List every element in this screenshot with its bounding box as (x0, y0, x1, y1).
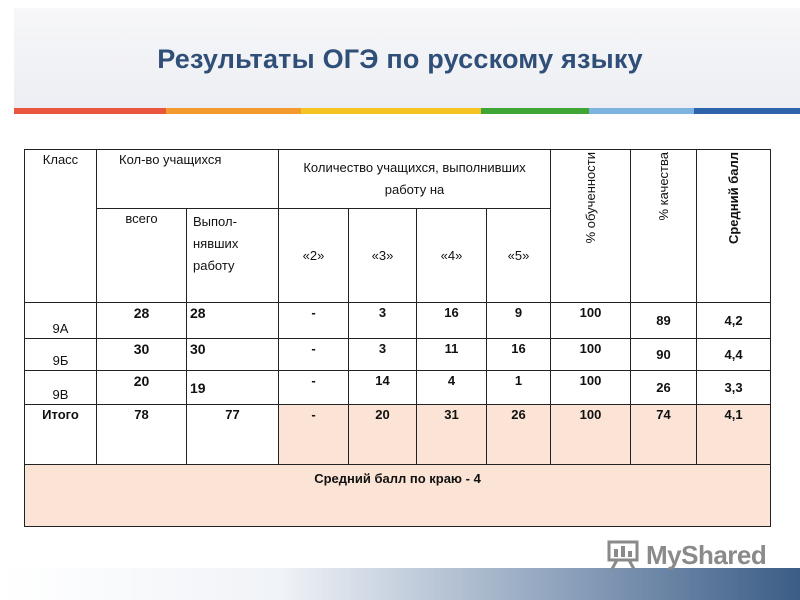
header-grade-2: «2» (278, 208, 350, 303)
results-table: Класс Кол-во учащихся Количество учащихс… (23, 149, 772, 527)
cell-grade-3: 14 (348, 370, 418, 405)
cell-grade-5: 1 (486, 370, 552, 405)
cell-total: 28 (96, 302, 187, 339)
stripe-segment-blue (694, 108, 800, 114)
footer-note: Средний балл по краю - 4 (23, 464, 772, 527)
logo: MyShared (606, 539, 767, 570)
cell-completed: 77 (185, 404, 280, 465)
cell-avg-score: 4,1 (696, 404, 772, 465)
cell-grade-3: 3 (348, 338, 418, 371)
stripe-segment-lightblue (589, 108, 694, 114)
cell-class: 9Б (24, 338, 97, 371)
cell-pct-learning: 100 (550, 338, 632, 371)
header-students-count: Кол-во учащихся (95, 149, 280, 209)
stripe-segment-orange (166, 108, 301, 114)
cell-pct-quality: 74 (630, 404, 698, 465)
cell-class: 9В (24, 370, 97, 405)
stripe-segment-red (14, 108, 166, 114)
cell-grade-5: 16 (486, 338, 552, 371)
cell-class: Итого (24, 404, 97, 465)
presentation-board-icon (607, 540, 639, 570)
table-row: 9В 20 19 - 14 4 1 100 26 3,3 (24, 370, 772, 405)
cell-total: 78 (96, 404, 187, 465)
header-total: всего (96, 208, 187, 303)
cell-grade-4: 16 (416, 302, 488, 339)
cell-grade-2: - (278, 302, 350, 339)
cell-avg-score: 4,4 (696, 338, 772, 371)
color-stripe (14, 108, 800, 114)
cell-grade-2: - (278, 404, 350, 465)
header-completed: Выпол-нявших работу (185, 208, 280, 303)
header-grade-3: «3» (348, 208, 418, 303)
header-pct-learning: % обученности (550, 149, 632, 303)
cell-pct-learning: 100 (550, 404, 632, 465)
header-grade-5: «5» (486, 208, 552, 303)
cell-grade-4: 11 (416, 338, 488, 371)
cell-grade-4: 31 (416, 404, 488, 465)
cell-avg-score: 4,2 (696, 302, 772, 339)
header-pct-quality: % качества (630, 149, 698, 303)
cell-pct-quality: 89 (630, 302, 698, 339)
header-avg-score: Средний балл (696, 149, 772, 303)
cell-pct-quality: 26 (630, 370, 698, 405)
cell-avg-score: 3,3 (696, 370, 772, 405)
title-band (14, 8, 800, 110)
cell-grade-3: 20 (348, 404, 418, 465)
header-class: Класс (24, 149, 97, 303)
cell-total: 30 (96, 338, 187, 371)
cell-completed: 30 (185, 338, 280, 371)
cell-grade-2: - (278, 338, 350, 371)
table-row: 9Б 30 30 - 3 11 16 100 90 4,4 (24, 338, 772, 371)
cell-pct-learning: 100 (550, 370, 632, 405)
total-row: Итого 78 77 - 20 31 26 100 74 4,1 (24, 404, 772, 465)
cell-pct-learning: 100 (550, 302, 632, 339)
cell-pct-quality: 90 (630, 338, 698, 371)
stripe-segment-yellow (301, 108, 481, 114)
cell-grade-4: 4 (416, 370, 488, 405)
stripe-segment-green (481, 108, 589, 114)
cell-completed: 28 (185, 302, 280, 339)
cell-class: 9А (24, 302, 97, 339)
cell-total: 20 (96, 370, 187, 405)
page-title: Результаты ОГЭ по русскому языку (157, 44, 643, 74)
cell-completed: 19 (185, 370, 280, 405)
table-row: 9А 28 28 - 3 16 9 100 89 4,2 (24, 302, 772, 339)
cell-grade-5: 26 (486, 404, 552, 465)
cell-grade-3: 3 (348, 302, 418, 339)
header-completed-on: Количество учащихся, выполнивших работу … (278, 149, 552, 209)
cell-grade-2: - (278, 370, 350, 405)
cell-grade-5: 9 (486, 302, 552, 339)
logo-text: MyShared (646, 539, 767, 570)
footer-bar (0, 568, 800, 600)
header-grade-4: «4» (416, 208, 488, 303)
